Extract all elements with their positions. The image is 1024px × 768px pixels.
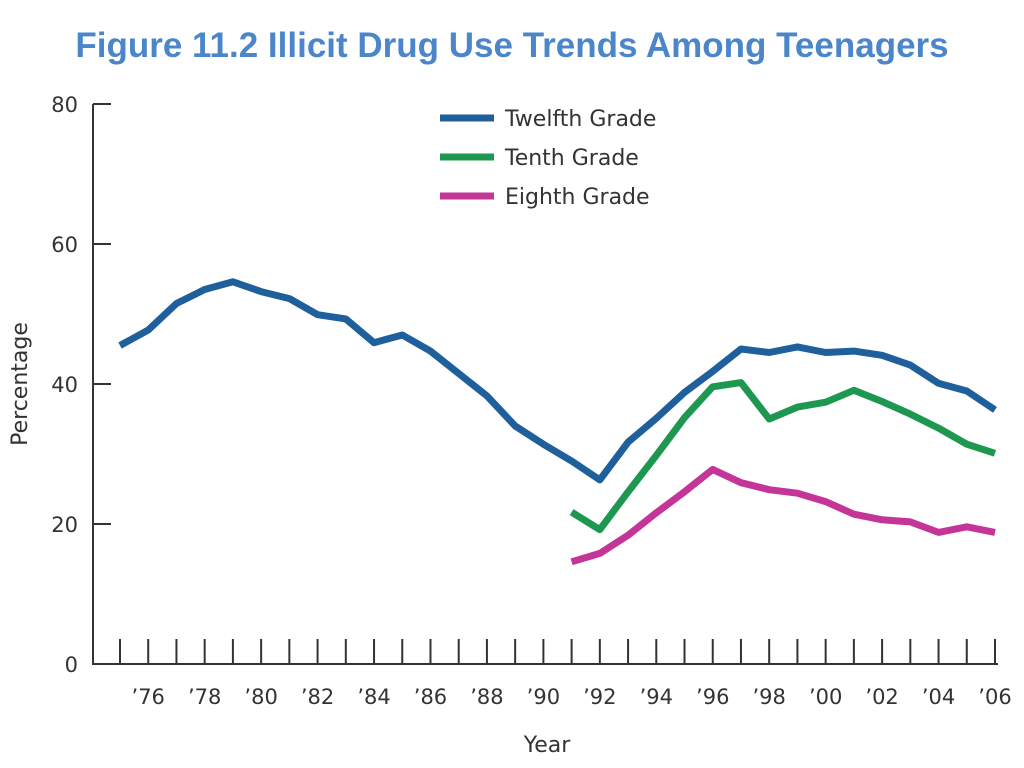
x-tick-label: ’06 [978,685,1011,709]
y-ticks: 0 20 40 60 80 [51,93,111,677]
x-tick-label: ’84 [357,685,390,709]
x-tick-label: ’76 [132,685,165,709]
legend-label: Eighth Grade [505,185,650,210]
legend-label: Twelfth Grade [504,107,656,132]
x-tick-label: ’80 [244,685,277,709]
x-tick-label: ’00 [809,685,842,709]
x-axis-label: Year [523,733,572,758]
x-tick-label: ’86 [414,685,447,709]
x-ticks: ’76 ’78 ’80 ’82 ’84 ’86 ’88 ’90 ’92 ’94 ’96 ’98 ’00 ’… [119,639,1012,709]
x-tick-label: ’98 [752,685,785,709]
legend-label: Tenth Grade [504,146,639,171]
x-tick-label: ’96 [696,685,729,709]
x-tick-label: ’82 [301,685,334,709]
slide-title: Figure 11.2 Illicit Drug Use Trends Amon… [75,26,949,65]
y-tick-label: 40 [51,373,78,397]
y-tick-label: 80 [51,93,78,117]
series-line-eighth-grade [570,465,996,566]
series-line-twelfth-grade [118,278,997,484]
x-tick-label: ’88 [470,685,503,709]
x-tick-label: ’78 [188,685,221,709]
x-tick-label: ’90 [527,685,560,709]
y-axis-label: Percentage [8,322,33,446]
y-tick-label: 60 [51,233,78,257]
x-tick-label: ’04 [922,685,955,709]
x-tick-label: ’92 [583,685,616,709]
chart-legend: Twelfth Grade Tenth Grade Eighth Grade [440,107,656,210]
y-tick-label: 20 [51,513,78,537]
y-tick-label: 0 [65,653,78,677]
x-tick-label: ’94 [640,685,673,709]
series-line-tenth-grade [569,379,997,534]
series-lines [118,278,997,566]
x-tick-label: ’02 [865,685,898,709]
